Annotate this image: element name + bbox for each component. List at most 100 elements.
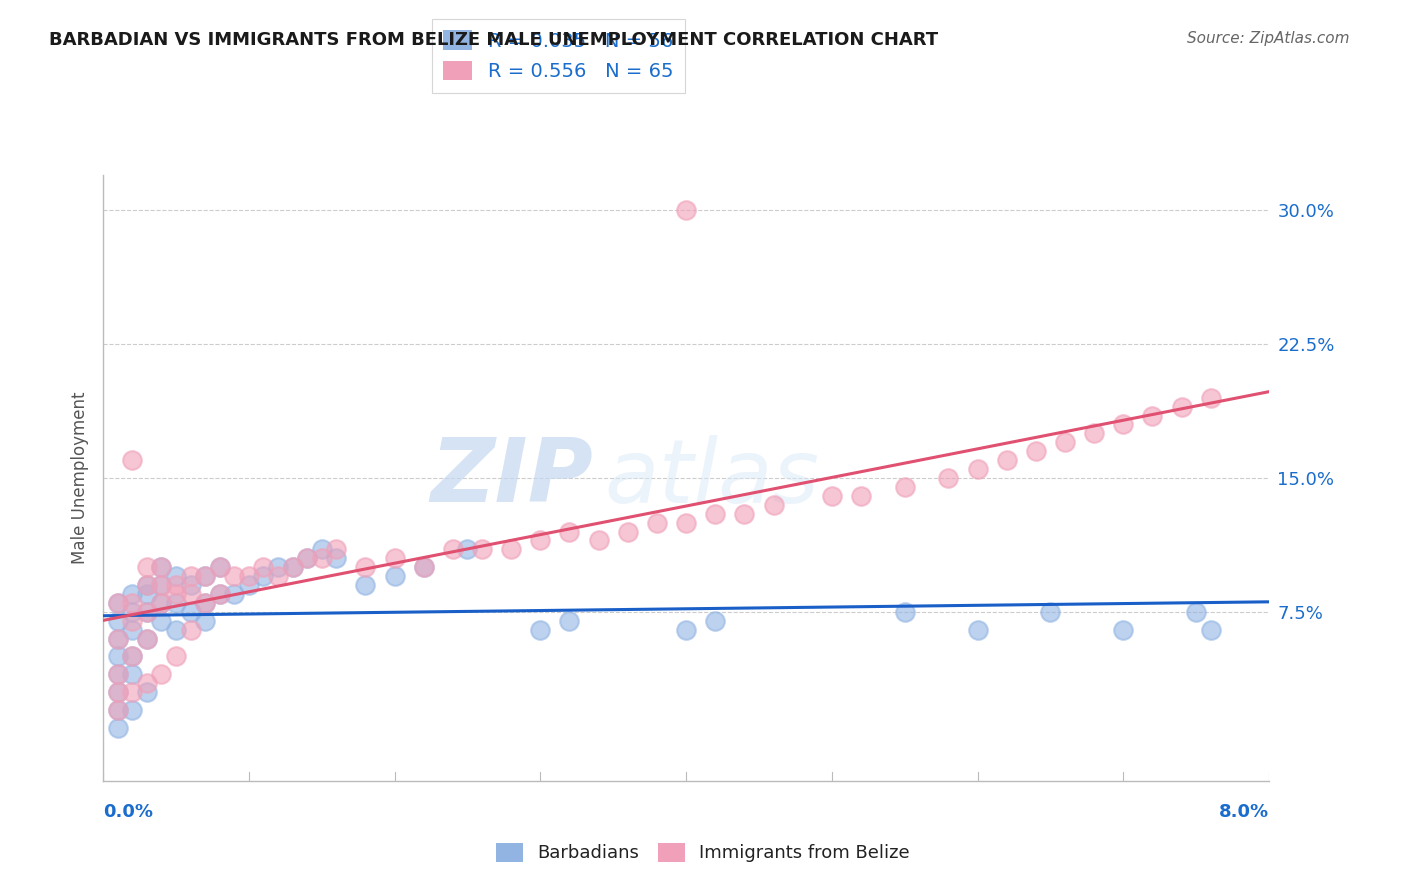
- Point: [121, 587, 143, 601]
- Point: [107, 632, 129, 646]
- Point: [558, 524, 581, 539]
- Point: [194, 596, 217, 610]
- Point: [135, 632, 157, 646]
- Point: [588, 533, 610, 548]
- Point: [150, 596, 173, 610]
- Point: [252, 560, 274, 574]
- Point: [121, 667, 143, 681]
- Point: [645, 516, 668, 530]
- Point: [135, 632, 157, 646]
- Point: [267, 560, 290, 574]
- Point: [121, 614, 143, 628]
- Point: [675, 516, 697, 530]
- Point: [121, 623, 143, 637]
- Point: [238, 578, 260, 592]
- Point: [121, 605, 143, 619]
- Point: [208, 560, 231, 574]
- Point: [121, 649, 143, 664]
- Point: [180, 623, 202, 637]
- Point: [224, 569, 246, 583]
- Point: [456, 542, 478, 557]
- Point: [107, 596, 129, 610]
- Point: [180, 587, 202, 601]
- Point: [893, 605, 915, 619]
- Point: [675, 203, 697, 218]
- Point: [412, 560, 434, 574]
- Point: [281, 560, 304, 574]
- Point: [675, 623, 697, 637]
- Point: [150, 578, 173, 592]
- Point: [529, 623, 551, 637]
- Point: [135, 560, 157, 574]
- Point: [1199, 391, 1222, 405]
- Point: [180, 569, 202, 583]
- Point: [224, 587, 246, 601]
- Point: [762, 498, 785, 512]
- Point: [208, 560, 231, 574]
- Point: [150, 596, 173, 610]
- Legend: Barbadians, Immigrants from Belize: Barbadians, Immigrants from Belize: [489, 836, 917, 870]
- Point: [165, 587, 187, 601]
- Point: [107, 703, 129, 717]
- Text: 0.0%: 0.0%: [103, 803, 153, 821]
- Point: [311, 542, 333, 557]
- Point: [893, 480, 915, 494]
- Point: [135, 587, 157, 601]
- Point: [238, 569, 260, 583]
- Point: [1025, 444, 1047, 458]
- Text: Source: ZipAtlas.com: Source: ZipAtlas.com: [1187, 31, 1350, 46]
- Point: [165, 649, 187, 664]
- Point: [311, 551, 333, 566]
- Point: [121, 453, 143, 467]
- Point: [194, 596, 217, 610]
- Point: [107, 685, 129, 699]
- Point: [208, 587, 231, 601]
- Point: [966, 462, 988, 476]
- Legend: R = 0.035   N = 56, R = 0.556   N = 65: R = 0.035 N = 56, R = 0.556 N = 65: [432, 19, 685, 93]
- Point: [704, 507, 727, 521]
- Point: [180, 578, 202, 592]
- Point: [733, 507, 755, 521]
- Point: [194, 614, 217, 628]
- Point: [325, 551, 347, 566]
- Text: atlas: atlas: [605, 435, 820, 521]
- Point: [107, 721, 129, 735]
- Point: [501, 542, 523, 557]
- Point: [165, 578, 187, 592]
- Point: [107, 667, 129, 681]
- Point: [135, 685, 157, 699]
- Point: [150, 560, 173, 574]
- Point: [1112, 417, 1135, 432]
- Point: [165, 569, 187, 583]
- Point: [107, 649, 129, 664]
- Point: [194, 569, 217, 583]
- Point: [938, 471, 960, 485]
- Point: [529, 533, 551, 548]
- Point: [1170, 400, 1192, 414]
- Point: [107, 703, 129, 717]
- Point: [107, 685, 129, 699]
- Point: [281, 560, 304, 574]
- Point: [849, 489, 872, 503]
- Point: [1185, 605, 1208, 619]
- Point: [121, 703, 143, 717]
- Point: [135, 578, 157, 592]
- Point: [107, 667, 129, 681]
- Point: [135, 578, 157, 592]
- Point: [135, 605, 157, 619]
- Point: [821, 489, 844, 503]
- Point: [150, 578, 173, 592]
- Point: [150, 560, 173, 574]
- Point: [252, 569, 274, 583]
- Point: [150, 667, 173, 681]
- Point: [1053, 435, 1076, 450]
- Point: [704, 614, 727, 628]
- Point: [208, 587, 231, 601]
- Text: BARBADIAN VS IMMIGRANTS FROM BELIZE MALE UNEMPLOYMENT CORRELATION CHART: BARBADIAN VS IMMIGRANTS FROM BELIZE MALE…: [49, 31, 938, 49]
- Point: [354, 578, 377, 592]
- Point: [135, 605, 157, 619]
- Point: [412, 560, 434, 574]
- Point: [180, 605, 202, 619]
- Point: [1112, 623, 1135, 637]
- Point: [121, 685, 143, 699]
